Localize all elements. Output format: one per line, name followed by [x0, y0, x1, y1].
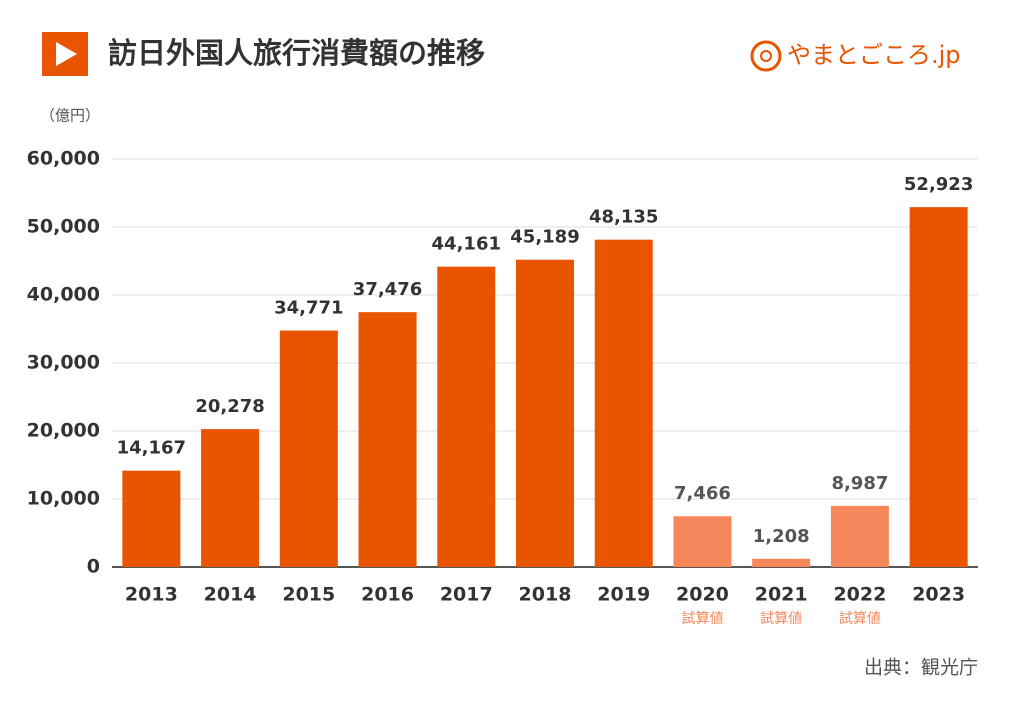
value-label: 14,167: [117, 438, 186, 459]
x-tick-label: 2019: [597, 584, 650, 606]
bar: [358, 312, 417, 567]
value-label: 8,987: [831, 473, 888, 494]
y-tick-label: 10,000: [27, 488, 100, 510]
x-tick-label: 2020: [676, 584, 729, 606]
x-tick-label: 2023: [912, 584, 965, 606]
value-label: 48,135: [589, 207, 658, 228]
y-tick-label: 40,000: [27, 284, 100, 306]
x-tick-label: 2022: [833, 584, 886, 606]
x-tick-label: 2021: [755, 584, 808, 606]
bar: [122, 470, 181, 567]
brand-icon-inner: [760, 50, 772, 62]
y-tick-label: 50,000: [27, 216, 100, 238]
x-tick-label: 2014: [204, 584, 257, 606]
value-label: 37,476: [353, 279, 422, 300]
value-label: 52,923: [904, 174, 973, 195]
value-label: 44,161: [432, 234, 501, 255]
bar: [830, 505, 889, 567]
source: 出典：観光庁: [864, 657, 978, 679]
y-axis-label: （億円）: [40, 107, 100, 125]
y-tick-label: 30,000: [27, 352, 100, 374]
category-note: 試算値: [839, 611, 881, 627]
bar: [594, 239, 653, 567]
bar: [516, 259, 574, 567]
x-tick-label: 2016: [361, 584, 414, 606]
category-note: 試算値: [760, 611, 802, 627]
value-label: 20,278: [195, 396, 264, 417]
x-tick-label: 2013: [125, 584, 178, 606]
brand-logo: やまとごころ.jp: [750, 40, 961, 72]
bar: [279, 330, 338, 567]
brand-icon: [750, 40, 782, 72]
category-note: 試算値: [681, 611, 723, 627]
value-label: 1,208: [753, 526, 810, 547]
value-label: 7,466: [674, 483, 731, 504]
y-tick-label: 0: [87, 556, 100, 578]
title-icon-arrow: [56, 42, 77, 66]
bar: [752, 558, 811, 567]
x-tick-label: 2015: [282, 584, 335, 606]
y-tick-label: 60,000: [27, 148, 100, 170]
x-tick-label: 2017: [440, 584, 493, 606]
chart-title: 訪日外国人旅行消費額の推移: [108, 36, 485, 70]
bar: [437, 266, 496, 567]
value-label: 34,771: [274, 298, 343, 319]
bar: [673, 516, 732, 567]
bar: [201, 429, 260, 567]
brand-text: やまとごころ.jp: [787, 41, 961, 69]
bar: [909, 207, 968, 567]
value-label: 45,189: [510, 227, 579, 248]
y-tick-label: 20,000: [27, 420, 100, 442]
x-tick-label: 2018: [519, 584, 572, 606]
